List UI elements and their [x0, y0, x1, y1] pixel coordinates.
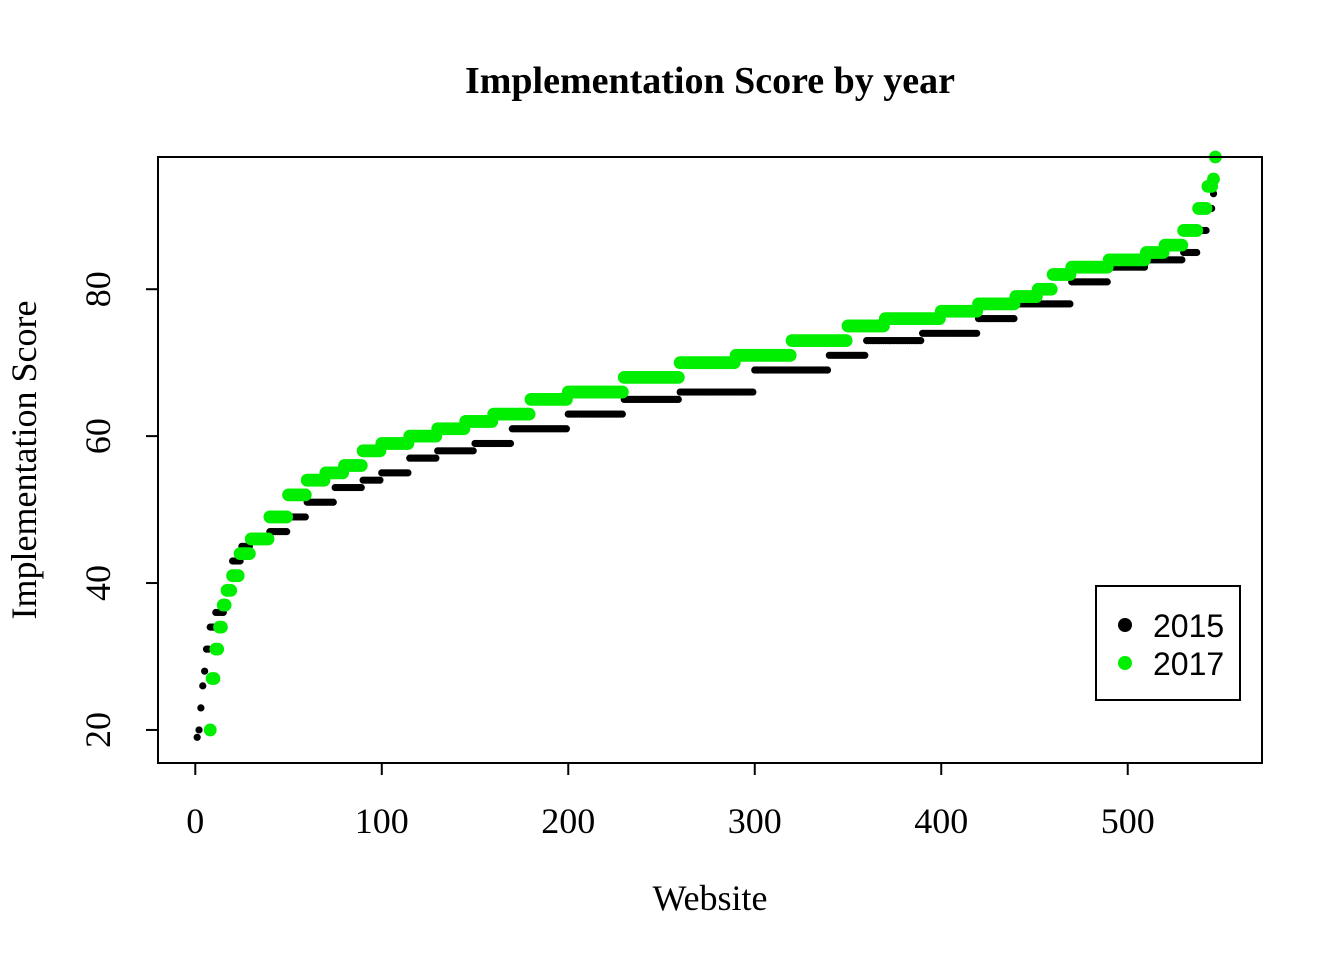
point-2015: [197, 704, 205, 712]
point-2015: [201, 667, 209, 675]
point-2017: [783, 348, 797, 362]
point-2015: [973, 329, 981, 337]
point-2017: [215, 620, 228, 634]
legend-label-2017: 2017: [1153, 646, 1224, 682]
point-2015: [1193, 248, 1201, 257]
point-2015: [506, 439, 515, 448]
point-2015: [823, 366, 832, 374]
point-2015: [917, 337, 925, 345]
point-2017: [1199, 202, 1213, 215]
point-2015: [195, 726, 203, 734]
point-2017: [615, 385, 629, 399]
point-2015: [199, 682, 207, 690]
x-tick-label: 400: [914, 801, 968, 841]
x-tick-label: 300: [728, 801, 782, 841]
point-2015: [1066, 300, 1074, 308]
x-tick-label: 0: [186, 801, 204, 841]
point-2015: [329, 498, 337, 506]
series-2015: [193, 190, 1218, 741]
point-2017: [1190, 224, 1204, 237]
point-2015: [193, 733, 201, 741]
point-2017: [1044, 282, 1058, 296]
point-2015: [1202, 226, 1210, 235]
point-2017: [231, 569, 245, 583]
x-tick-label: 500: [1101, 801, 1155, 841]
point-2017: [354, 459, 368, 472]
y-tick-label: 20: [78, 712, 118, 748]
legend-label-2015: 2015: [1153, 608, 1224, 644]
point-2015: [404, 469, 412, 477]
point-2017: [1207, 172, 1220, 186]
point-2017: [522, 407, 536, 421]
point-2017: [242, 547, 256, 561]
point-2015: [674, 395, 682, 403]
point-2017: [280, 510, 294, 524]
point-2015: [357, 483, 365, 492]
point-2017: [207, 672, 221, 685]
point-2015: [376, 476, 384, 484]
plot-frame: [157, 156, 1263, 764]
point-2015: [432, 454, 440, 462]
point-2017: [261, 532, 275, 546]
point-2015: [1103, 278, 1111, 286]
point-2017: [211, 642, 225, 656]
x-tick-label: 100: [355, 801, 409, 841]
y-axis-label: Implementation Score: [4, 301, 44, 620]
x-axis-label: Website: [652, 878, 767, 918]
point-2015: [1178, 256, 1186, 264]
point-2017: [839, 334, 853, 348]
legend-marker-2017: [1118, 656, 1132, 670]
point-2015: [469, 447, 477, 455]
chart-title: Implementation Score by year: [465, 60, 955, 102]
point-2015: [861, 351, 869, 359]
point-2015: [301, 513, 309, 521]
y-tick-label: 60: [78, 418, 118, 454]
point-2017: [218, 598, 232, 612]
point-2017: [671, 370, 685, 384]
legend-box: [1095, 585, 1241, 701]
point-2015: [618, 410, 626, 418]
y-tick-label: 80: [78, 271, 118, 307]
point-2015: [749, 388, 757, 396]
series-2017: [203, 150, 1222, 737]
points-layer: [193, 150, 1222, 741]
legend: 2015 2017: [1095, 585, 1241, 701]
y-tick-label: 40: [78, 565, 118, 601]
point-2015: [283, 528, 291, 536]
x-tick-label: 200: [541, 801, 595, 841]
point-2017: [203, 723, 217, 737]
point-2017: [1175, 238, 1189, 252]
legend-marker-2015: [1118, 618, 1132, 632]
point-2017: [298, 488, 312, 502]
point-2017: [224, 583, 238, 597]
point-2015: [562, 425, 571, 433]
point-2015: [1010, 315, 1018, 323]
